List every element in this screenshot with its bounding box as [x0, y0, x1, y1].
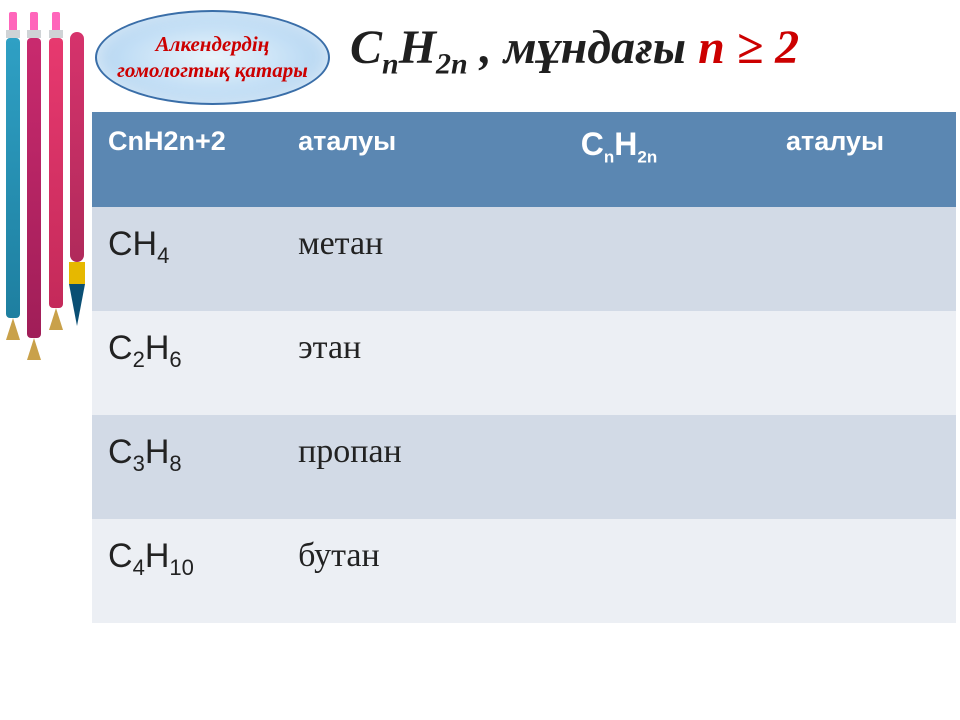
cell-alkane-formula: С2Н6: [92, 311, 282, 415]
table-row: СН4 метан: [92, 207, 956, 311]
pencil-icon: [26, 12, 44, 372]
formula-cond-word: мұндағы: [504, 21, 686, 74]
formula-sep: ,: [468, 21, 504, 74]
table-row: С3Н8 пропан: [92, 415, 956, 519]
table: CnH2n+2 аталуы CnH2n аталуы СН4 метан С2…: [92, 112, 956, 623]
formula-H: Н: [399, 21, 436, 74]
brush-icon: [69, 32, 87, 452]
table-header-row: CnH2n+2 аталуы CnH2n аталуы: [92, 112, 956, 207]
col-header-alkane-name: аталуы: [282, 112, 524, 207]
pencil-icon: [4, 12, 22, 372]
cell-alkane-formula: С4Н10: [92, 519, 282, 623]
table-row: С4Н10 бутан: [92, 519, 956, 623]
cell-alkene-name: [714, 311, 956, 415]
table-row: С2Н6 этан: [92, 311, 956, 415]
cell-alkene-formula: [524, 519, 714, 623]
col-header-alkene-formula: CnH2n: [524, 112, 714, 207]
cell-alkene-name: [714, 415, 956, 519]
cell-alkane-name: метан: [282, 207, 524, 311]
cell-alkane-name: этан: [282, 311, 524, 415]
formula-2n: 2n: [436, 48, 468, 81]
cell-alkene-formula: [524, 311, 714, 415]
pencil-icon: [47, 12, 65, 372]
col-header-alkene-name: аталуы: [714, 112, 956, 207]
cell-alkane-name: пропан: [282, 415, 524, 519]
cell-alkene-name: [714, 519, 956, 623]
formula-C: С: [350, 21, 382, 74]
topic-badge: Алкендердің гомологтық қатары: [95, 10, 330, 105]
formula-condition: n ≥ 2: [698, 21, 799, 74]
page-title-formula: СnН2n , мұндағы n ≥ 2: [350, 20, 799, 82]
homolog-table: CnH2n+2 аталуы CnH2n аталуы СН4 метан С2…: [92, 112, 956, 720]
cell-alkene-formula: [524, 207, 714, 311]
cell-alkane-formula: СН4: [92, 207, 282, 311]
cell-alkane-formula: С3Н8: [92, 415, 282, 519]
cell-alkene-name: [714, 207, 956, 311]
formula-n: n: [382, 48, 399, 81]
table-body: СН4 метан С2Н6 этан С3Н8 пропан С4Н10 бу…: [92, 207, 956, 622]
cell-alkene-formula: [524, 415, 714, 519]
topic-badge-text: Алкендердің гомологтық қатары: [111, 32, 314, 82]
decorative-tools-strip: [0, 0, 90, 720]
col-header-alkane-formula: CnH2n+2: [92, 112, 282, 207]
cell-alkane-name: бутан: [282, 519, 524, 623]
